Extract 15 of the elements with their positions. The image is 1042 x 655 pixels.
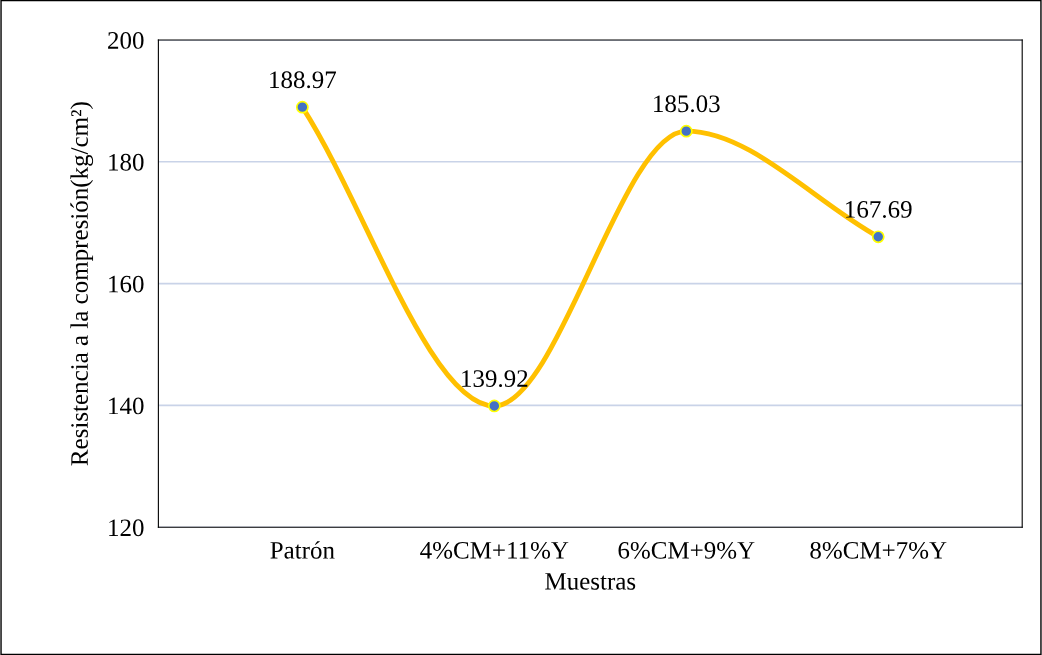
x-tick-label: 4%CM+11%Y (420, 541, 569, 559)
y-tick-label: 180 (109, 153, 144, 171)
y-axis-title: Resistencia a la compresión(kg/cm²) (70, 102, 94, 466)
data-label: 188.97 (270, 71, 337, 89)
x-tick-label: 8%CM+7%Y (810, 541, 947, 559)
data-label: 167.69 (846, 201, 912, 218)
x-tick-label: Patrón (270, 541, 335, 559)
data-label: 185.03 (654, 95, 720, 113)
y-tick-label: 140 (109, 397, 144, 415)
data-label: 139.92 (462, 370, 528, 388)
x-tick-label: 6%CM+9%Y (618, 541, 755, 559)
y-tick-label: 200 (108, 32, 144, 49)
x-axis-title: Muestras (545, 573, 636, 590)
y-tick-label: 120 (109, 519, 144, 537)
y-tick-label: 160 (109, 275, 144, 293)
